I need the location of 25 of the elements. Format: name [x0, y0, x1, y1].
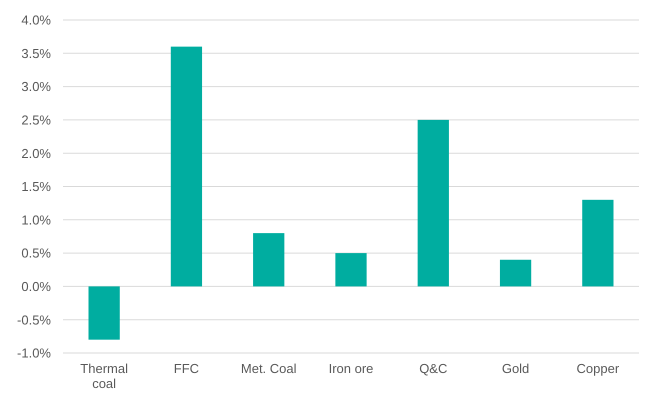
y-tick-label: 2.5%	[21, 112, 52, 128]
bar	[170, 46, 202, 286]
bar	[418, 120, 449, 286]
bar	[582, 200, 614, 286]
x-tick-label: Met. Coal	[240, 361, 297, 376]
y-tick-label: 1.5%	[21, 179, 52, 194]
y-tick-label: 4.0%	[21, 12, 52, 28]
x-tick-label: FFC	[174, 361, 200, 376]
x-tick-label: Copper	[576, 361, 620, 376]
y-tick-label: 2.0%	[21, 146, 52, 161]
y-tick-label: -1.0%	[17, 346, 52, 361]
y-tick-label: 1.0%	[21, 212, 52, 228]
y-tick-label: -0.5%	[17, 312, 52, 328]
bar	[88, 286, 120, 340]
y-tick-label: 3.5%	[21, 46, 52, 61]
y-tick-label: 0.5%	[21, 246, 52, 261]
x-tick-label: Gold	[502, 361, 530, 376]
bar	[335, 253, 367, 286]
bar	[500, 260, 532, 286]
bar	[253, 233, 284, 286]
x-tick-label: Iron ore	[328, 361, 374, 376]
y-tick-label: 0.0%	[21, 278, 52, 294]
x-tick-label: Thermal coal	[80, 361, 128, 391]
y-tick-label: 3.0%	[21, 79, 52, 94]
x-tick-label: Q&C	[419, 361, 448, 376]
